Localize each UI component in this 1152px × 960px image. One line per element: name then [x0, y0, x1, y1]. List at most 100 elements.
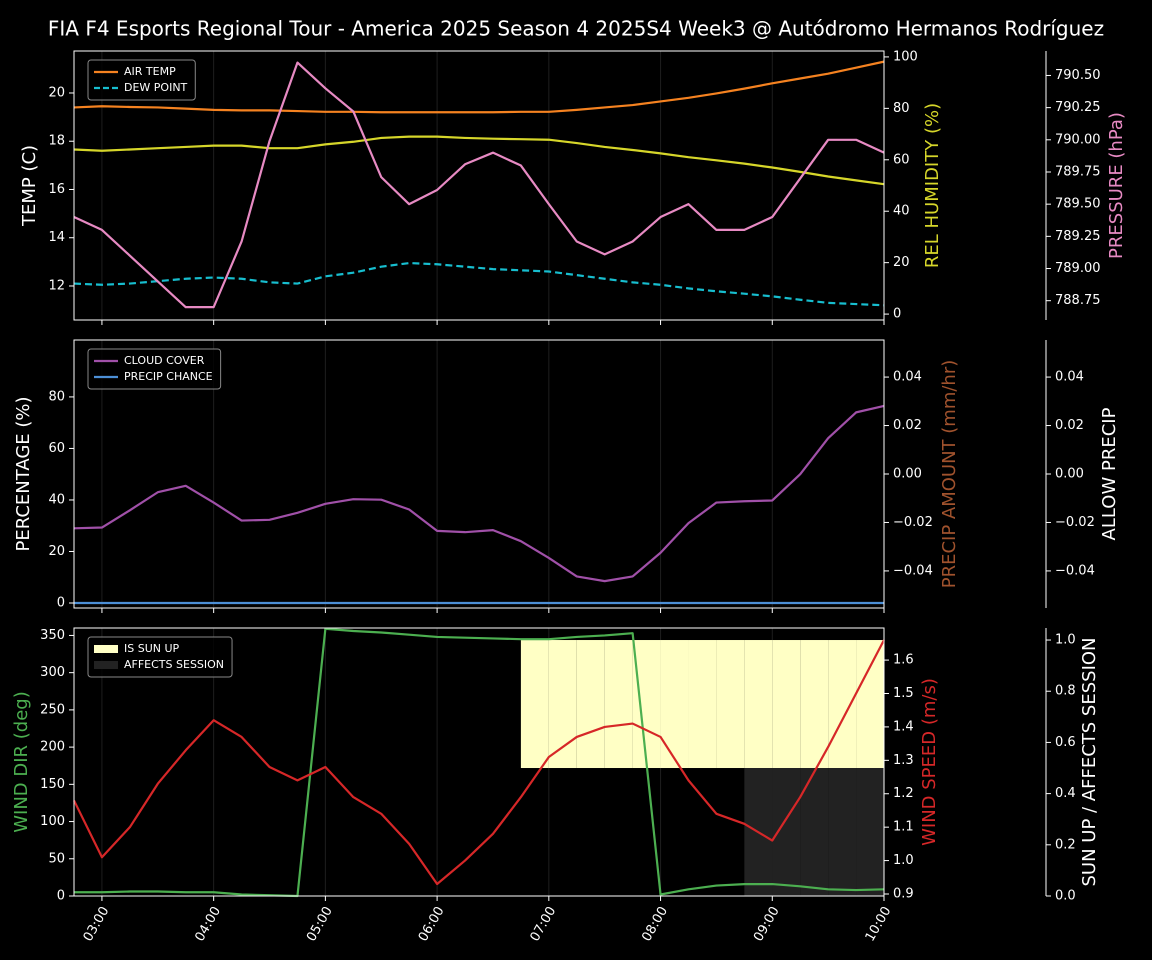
- y-tick-label: 300: [40, 665, 65, 680]
- legend-box: [87, 636, 233, 678]
- y3-tick-label: 0.02: [1055, 418, 1084, 433]
- legend-label: AIR TEMP: [124, 65, 176, 78]
- legend: CLOUD COVER PRECIP CHANCE: [87, 348, 222, 390]
- y2-tick-label: 80: [893, 101, 910, 116]
- y2-tick-label: 0.04: [893, 370, 922, 385]
- y2-tick-label: 1.6: [893, 653, 914, 668]
- legend-label: DEW POINT: [124, 81, 188, 94]
- legend-label: IS SUN UP: [124, 642, 180, 655]
- y3-tick-label: 0.00: [1055, 467, 1084, 482]
- area-segment: [744, 640, 773, 769]
- y2-tick-label: 0: [893, 307, 901, 322]
- y2-tick-label: 60: [893, 152, 910, 167]
- area-segment: [828, 640, 857, 769]
- y2-tick-label: 20: [893, 255, 910, 270]
- y-tick-label: 50: [48, 851, 65, 866]
- y3-tick-label: 790.25: [1055, 100, 1101, 115]
- y3-axis-label: SUN UP / AFFECTS SESSION: [1079, 637, 1100, 886]
- y2-tick-label: 100: [893, 49, 918, 64]
- y-tick-label: 60: [48, 441, 65, 456]
- y3-tick-label: 790.50: [1055, 68, 1101, 83]
- y2-tick-label: 1.5: [893, 686, 914, 701]
- y3-tick-label: 0.4: [1055, 786, 1076, 801]
- y3-tick-label: 789.25: [1055, 229, 1101, 244]
- y2-tick-label: −0.02: [893, 515, 933, 530]
- data-line: [73, 261, 885, 307]
- y3-tick-label: 0.8: [1055, 684, 1076, 699]
- y3-tick-label: −0.04: [1055, 563, 1095, 578]
- area-segment: [772, 640, 801, 769]
- area-segment: [604, 640, 633, 769]
- y2-axis-label: WIND SPEED (m/s): [919, 678, 940, 846]
- data-line: [73, 639, 885, 886]
- y2-tick-label: 1.3: [893, 753, 914, 768]
- y-axis-label: PERCENTAGE (%): [13, 396, 34, 551]
- data-line: [73, 404, 885, 583]
- legend-label: PRECIP CHANCE: [124, 370, 213, 383]
- chart-title: FIA F4 Esports Regional Tour - America 2…: [48, 17, 1104, 41]
- y3-tick-label: 0.04: [1055, 370, 1084, 385]
- y-tick-label: 0: [57, 596, 65, 611]
- y2-tick-label: 1.0: [893, 853, 914, 868]
- plot-frame: [73, 627, 885, 897]
- area-segment: [716, 640, 745, 769]
- y3-tick-label: 790.00: [1055, 132, 1101, 147]
- y-tick-label: 150: [40, 777, 65, 792]
- y-tick-label: 350: [40, 628, 65, 643]
- y-tick-label: 16: [48, 182, 65, 197]
- y-tick-label: 100: [40, 814, 65, 829]
- data-line: [73, 60, 885, 114]
- y-tick-label: 12: [48, 278, 65, 293]
- area-segment: [576, 640, 605, 769]
- y2-tick-label: 1.2: [893, 786, 914, 801]
- y-tick-label: 0: [57, 889, 65, 904]
- legend-swatch: [94, 645, 118, 653]
- y-axis-label: WIND DIR (deg): [11, 691, 32, 833]
- legend-swatch: [94, 661, 118, 669]
- plot-frame: [73, 50, 885, 321]
- legend-label: CLOUD COVER: [124, 354, 205, 367]
- legend: AIR TEMP DEW POINT: [87, 59, 196, 101]
- area-segment: [800, 768, 829, 896]
- y-tick-label: 20: [48, 85, 65, 100]
- y3-tick-label: 788.75: [1055, 293, 1101, 308]
- legend-box: [87, 59, 196, 101]
- y2-tick-label: 1.1: [893, 820, 914, 835]
- y2-axis-label: PRECIP AMOUNT (mm/hr): [939, 360, 960, 589]
- y2-tick-label: 1.4: [893, 719, 914, 734]
- y2-axis-label: REL HUMIDITY (%): [922, 103, 943, 268]
- y3-axis-label: PRESSURE (hPa): [1106, 112, 1127, 259]
- y3-tick-label: 0.2: [1055, 837, 1076, 852]
- y2-tick-label: 40: [893, 204, 910, 219]
- y3-tick-label: 0.0: [1055, 889, 1076, 904]
- y-tick-label: 14: [48, 230, 65, 245]
- y3-tick-label: 789.00: [1055, 261, 1101, 276]
- y2-tick-label: 0.02: [893, 418, 922, 433]
- legend-box: [87, 348, 222, 390]
- area-segment: [548, 640, 577, 769]
- y2-tick-label: 0.00: [893, 467, 922, 482]
- legend-label: AFFECTS SESSION: [124, 658, 224, 671]
- y3-tick-label: 789.75: [1055, 164, 1101, 179]
- area-segment: [856, 640, 884, 769]
- area-segment: [632, 640, 661, 769]
- y-tick-label: 200: [40, 740, 65, 755]
- area-segment: [828, 768, 857, 896]
- y-tick-label: 80: [48, 389, 65, 404]
- area-segment: [688, 640, 717, 769]
- y3-tick-label: 0.6: [1055, 735, 1076, 750]
- data-line: [74, 627, 885, 898]
- y3-axis-label: ALLOW PRECIP: [1099, 407, 1120, 540]
- area-segment: [856, 768, 884, 896]
- y-tick-label: 20: [48, 544, 65, 559]
- y-axis-label: TEMP (C): [19, 145, 40, 227]
- y-tick-label: 40: [48, 492, 65, 507]
- y-tick-label: 250: [40, 702, 65, 717]
- y3-tick-label: −0.02: [1055, 515, 1095, 530]
- area-segment: [520, 640, 549, 769]
- y2-tick-label: 0.9: [893, 886, 914, 901]
- y3-tick-label: 1.0: [1055, 633, 1076, 648]
